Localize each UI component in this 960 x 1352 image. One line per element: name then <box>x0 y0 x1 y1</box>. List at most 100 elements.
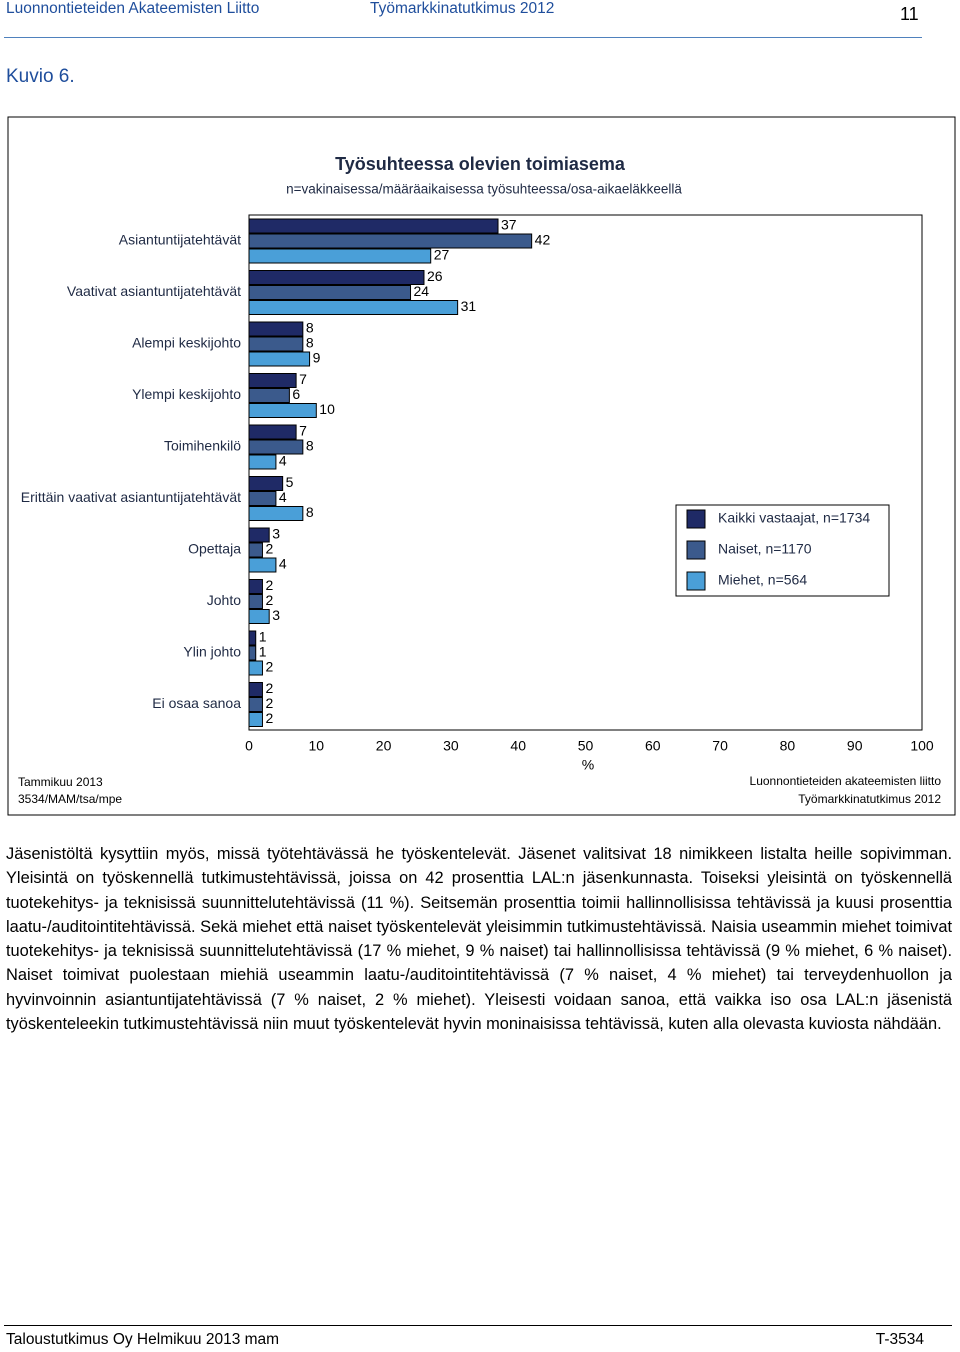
data-label: 27 <box>434 247 450 263</box>
bar <box>248 270 425 285</box>
bar <box>248 579 263 594</box>
bar <box>248 506 304 521</box>
bar <box>248 697 263 712</box>
bar <box>248 285 412 300</box>
x-tick-label: 70 <box>712 738 728 754</box>
category-label: Ylempi keskijohto <box>132 386 241 402</box>
bar <box>248 403 317 418</box>
data-label: 1 <box>259 644 267 660</box>
header-org: Luonnontieteiden Akateemisten Liitto <box>6 0 260 17</box>
bar <box>248 439 304 455</box>
data-label: 8 <box>306 335 314 351</box>
data-label: 1 <box>259 629 267 645</box>
bar <box>248 527 270 543</box>
body-text: Jäsenistöltä kysyttiin myös, missä työte… <box>6 845 952 1034</box>
category-label: Alempi keskijohto <box>132 335 241 351</box>
category-label: Vaativat asiantuntijatehtävät <box>67 283 241 299</box>
data-label: 5 <box>286 474 294 490</box>
legend-swatch <box>686 571 706 591</box>
bar <box>248 645 257 661</box>
x-axis-label: % <box>582 757 594 773</box>
x-tick-label: 40 <box>510 738 526 754</box>
data-label: 2 <box>265 710 273 726</box>
x-tick-label: 50 <box>578 738 594 754</box>
figure-label: Kuvio 6. <box>6 66 75 87</box>
category-label: Toimihenkilö <box>164 438 241 454</box>
bar <box>248 218 499 234</box>
plot-area <box>248 214 923 731</box>
bar <box>248 300 459 315</box>
legend-swatch <box>686 540 706 560</box>
data-label: 3 <box>272 607 280 623</box>
bar <box>248 682 263 697</box>
data-label: 7 <box>299 423 307 439</box>
bar <box>248 491 277 506</box>
x-tick-label: 10 <box>309 738 325 754</box>
data-label: 10 <box>319 401 335 417</box>
chart: Työsuhteessa olevien toimiasema n=vakina… <box>7 116 956 816</box>
category-label: Ei osaa sanoa <box>152 695 241 711</box>
x-tick-label: 20 <box>376 738 392 754</box>
legend-label: Miehet, n=564 <box>718 572 807 588</box>
note-right: Luonnontieteiden akateemisten liitto <box>750 774 942 788</box>
bar <box>248 321 304 337</box>
category-label: Opettaja <box>188 541 241 557</box>
data-label: 4 <box>279 453 287 469</box>
data-label: 8 <box>306 504 314 520</box>
page-number: 11 <box>900 4 919 24</box>
category-label: Ylin johto <box>183 644 241 660</box>
data-label: 7 <box>299 371 307 387</box>
category-label: Asiantuntijatehtävät <box>119 232 241 248</box>
data-label: 24 <box>414 283 430 299</box>
data-label: 2 <box>265 577 273 593</box>
data-label: 42 <box>535 232 551 248</box>
legend-swatch <box>686 509 706 529</box>
data-label: 2 <box>265 695 273 711</box>
x-tick-label: 90 <box>847 738 863 754</box>
bar <box>248 660 263 676</box>
bar <box>248 388 290 403</box>
bar <box>248 424 297 440</box>
x-tick-label: 0 <box>245 738 253 754</box>
footer-right: T-3534 <box>875 1331 924 1348</box>
footer-rule <box>4 1325 952 1326</box>
bar <box>248 542 263 558</box>
note-left: 3534/MAM/tsa/mpe <box>18 792 122 806</box>
data-label: 3 <box>272 526 280 542</box>
bar <box>248 594 263 609</box>
data-label: 2 <box>265 541 273 557</box>
data-label: 4 <box>279 556 287 572</box>
category-label: Johto <box>207 592 241 608</box>
category-label: Erittäin vaativat asiantuntijatehtävät <box>21 489 241 505</box>
bar <box>248 712 263 727</box>
legend-box <box>675 504 890 597</box>
header-rule <box>4 37 922 38</box>
x-tick-label: 80 <box>780 738 796 754</box>
data-label: 6 <box>292 386 300 402</box>
data-label: 9 <box>313 350 321 366</box>
data-label: 8 <box>306 438 314 454</box>
note-right: Työmarkkinatutkimus 2012 <box>798 792 941 806</box>
bar <box>248 609 270 624</box>
chart-title: Työsuhteessa olevien toimiasema <box>335 154 626 174</box>
x-tick-label: 100 <box>910 738 934 754</box>
data-label: 37 <box>501 217 517 233</box>
legend-label: Naiset, n=1170 <box>718 541 812 557</box>
bar <box>248 476 284 491</box>
data-label: 2 <box>265 680 273 696</box>
data-label: 2 <box>265 592 273 608</box>
footer-left: Taloustutkimus Oy Helmikuu 2013 mam <box>6 1331 280 1348</box>
data-label: 4 <box>279 489 287 505</box>
bar <box>248 351 311 367</box>
x-tick-label: 60 <box>645 738 661 754</box>
note-left: Tammikuu 2013 <box>18 775 103 789</box>
bar <box>248 557 277 573</box>
bar <box>248 248 432 264</box>
data-label: 2 <box>265 659 273 675</box>
data-label: 26 <box>427 268 443 284</box>
chart-subtitle: n=vakinaisessa/määräaikaisessa työsuhtee… <box>286 182 682 197</box>
bar <box>248 373 297 388</box>
header-study: Työmarkkinatutkimus 2012 <box>370 0 555 17</box>
bar <box>248 454 277 470</box>
bar <box>248 336 304 352</box>
